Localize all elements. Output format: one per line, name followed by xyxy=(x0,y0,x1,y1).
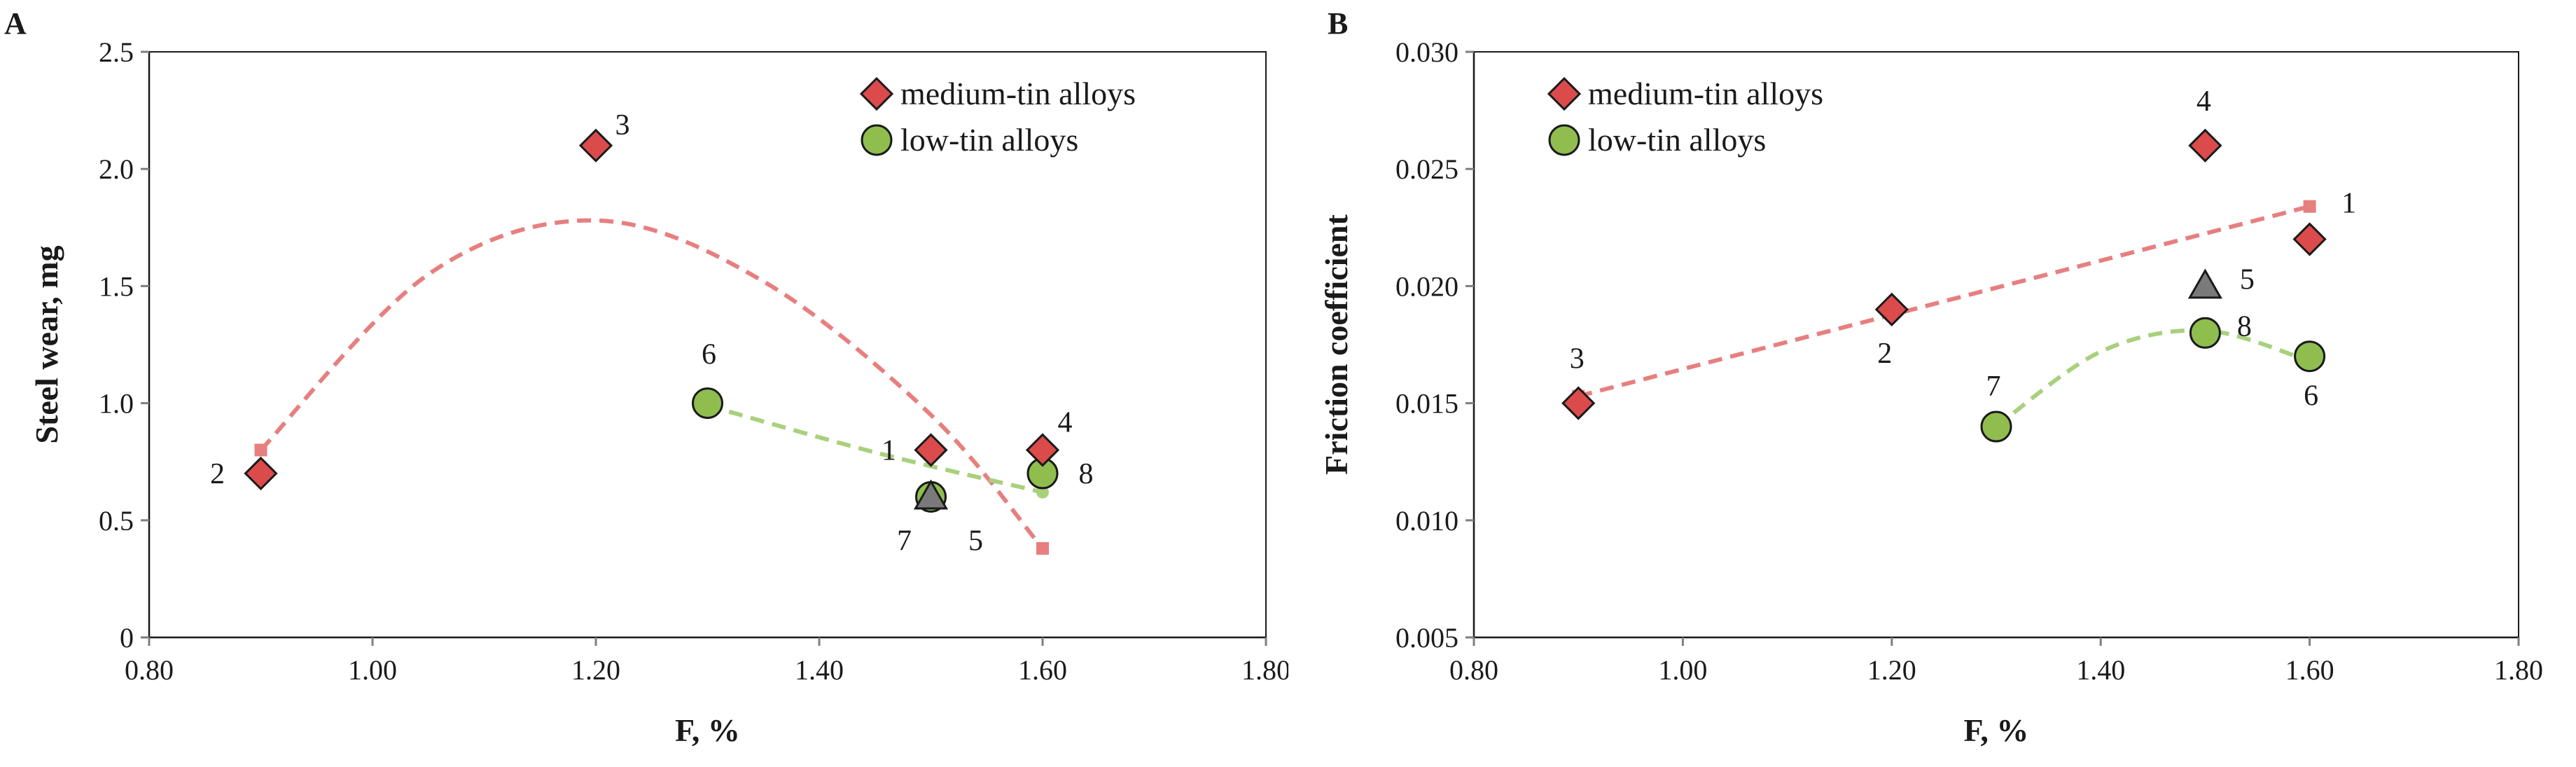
legend-marker-low xyxy=(861,124,893,156)
x-tick-label: 1.20 xyxy=(571,654,620,686)
y-tick-label: 0.005 xyxy=(1395,622,1458,654)
point-alloy-1 xyxy=(914,433,948,467)
point-label-8: 8 xyxy=(1079,458,1094,490)
y-tick-label: 1.0 xyxy=(99,388,134,420)
point-alloy-2 xyxy=(1874,292,1909,326)
point-label-2: 2 xyxy=(1877,338,1892,370)
y-tick-label: 0.010 xyxy=(1395,505,1458,537)
point-label-5: 5 xyxy=(2240,263,2255,296)
point-alloy-5 xyxy=(913,479,949,510)
legend-item-low: low-tin alloys xyxy=(861,122,1078,158)
y-axis-title: Friction coefficient xyxy=(1318,214,1354,474)
point-label-4: 4 xyxy=(1058,406,1073,438)
y-tick-label: 0.020 xyxy=(1395,270,1458,302)
point-label-1: 1 xyxy=(882,434,896,467)
x-tick-label: 1.60 xyxy=(1018,654,1067,686)
point-alloy-2 xyxy=(244,456,278,491)
y-tick-label: 0.030 xyxy=(1395,36,1458,68)
y-tick-label: 0.015 xyxy=(1395,388,1458,420)
y-tick-label: 1.5 xyxy=(99,270,134,302)
legend-label-medium: medium-tin alloys xyxy=(900,76,1136,111)
y-tick-label: 2.5 xyxy=(99,36,134,68)
point-alloy-4 xyxy=(2188,128,2222,163)
chart-a-svg: A 0 0.5 1.0 1.5 2.0 2.5 0.80 1.00 1.20 1.40 1.60 1… xyxy=(4,6,1288,748)
plot-frame xyxy=(1473,51,2519,638)
x-tick-label: 1.40 xyxy=(795,654,844,686)
chart-b-svg: B 0.005 0.010 0.015 0.020 0.025 0.030 0.80 1.0… xyxy=(1318,6,2543,748)
point-label-8: 8 xyxy=(2237,310,2252,343)
point-label-5: 5 xyxy=(968,525,983,557)
y-tick-label: 0 xyxy=(120,622,134,654)
legend-marker-medium xyxy=(1547,76,1582,111)
y-tick-label: 0.5 xyxy=(99,505,134,537)
y-tick-label: 2.0 xyxy=(99,153,134,185)
x-axis-title: F, % xyxy=(1964,712,2029,748)
x-tick-label: 0.80 xyxy=(125,654,174,686)
medium-tin-trend-line xyxy=(1578,204,2311,399)
y-axis-title: Steel wear, mg xyxy=(29,245,64,443)
x-axis-title: F, % xyxy=(675,712,740,748)
legend-marker-low xyxy=(1548,124,1580,156)
point-alloy-1 xyxy=(2292,222,2327,256)
panel-letter-a: A xyxy=(4,6,27,41)
low-tin-trend-line xyxy=(1995,328,2311,429)
panel-letter-b: B xyxy=(1328,6,1348,41)
legend-item-medium: medium-tin alloys xyxy=(1547,76,1823,111)
x-tick-label: 1.20 xyxy=(1867,654,1916,686)
legend-item-low: low-tin alloys xyxy=(1548,122,1766,158)
medium-tin-trend-line xyxy=(259,218,1045,550)
point-label-7: 7 xyxy=(897,525,912,557)
point-label-1: 1 xyxy=(2341,188,2356,220)
low-tin-trend-line xyxy=(706,403,1043,495)
legend-marker-medium xyxy=(859,76,894,111)
point-label-6: 6 xyxy=(702,339,716,371)
point-label-7: 7 xyxy=(1986,371,2001,403)
point-label-3: 3 xyxy=(1570,343,1585,375)
x-tick-label: 1.60 xyxy=(2285,654,2334,686)
point-alloy-5 xyxy=(2187,268,2222,299)
point-alloy-3 xyxy=(1561,386,1596,420)
legend: medium-tin alloys low-tin alloys xyxy=(859,76,1136,158)
legend: medium-tin alloys low-tin alloys xyxy=(1547,76,1823,158)
point-label-6: 6 xyxy=(2304,380,2318,413)
trend-end-marker xyxy=(2303,200,2316,213)
x-tick-label: 1.80 xyxy=(1241,654,1288,686)
panel-a-steel-wear: A 0 0.5 1.0 1.5 2.0 2.5 0.80 1.00 1.20 1.40 1.60 1… xyxy=(4,6,1288,748)
trend-end-marker xyxy=(254,443,267,457)
trend-end-marker xyxy=(1036,541,1049,555)
point-alloy-6 xyxy=(2294,340,2326,373)
point-label-3: 3 xyxy=(615,109,630,141)
point-label-2: 2 xyxy=(210,458,225,490)
point-alloy-8 xyxy=(2189,317,2221,349)
x-tick-label: 0.80 xyxy=(1449,654,1498,686)
y-tick-label: 0.025 xyxy=(1395,153,1458,185)
legend-label-low: low-tin alloys xyxy=(1588,122,1766,158)
trend-end-marker xyxy=(1036,485,1049,499)
legend-label-low: low-tin alloys xyxy=(900,122,1078,158)
point-alloy-3 xyxy=(578,128,613,163)
legend-label-medium: medium-tin alloys xyxy=(1588,76,1823,111)
x-tick-label: 1.40 xyxy=(2076,654,2125,686)
legend-item-medium: medium-tin alloys xyxy=(859,76,1136,111)
point-alloy-7 xyxy=(1980,410,2012,443)
x-tick-label: 1.80 xyxy=(2494,654,2543,686)
x-tick-label: 1.00 xyxy=(1658,654,1707,686)
x-tick-label: 1.00 xyxy=(348,654,397,686)
point-alloy-6 xyxy=(692,387,723,420)
point-label-4: 4 xyxy=(2196,85,2211,118)
panel-b-friction: B 0.005 0.010 0.015 0.020 0.025 0.030 0.80 1.0… xyxy=(1288,0,2576,767)
plot-frame xyxy=(148,51,1267,638)
point-alloy-4 xyxy=(1025,433,1060,467)
